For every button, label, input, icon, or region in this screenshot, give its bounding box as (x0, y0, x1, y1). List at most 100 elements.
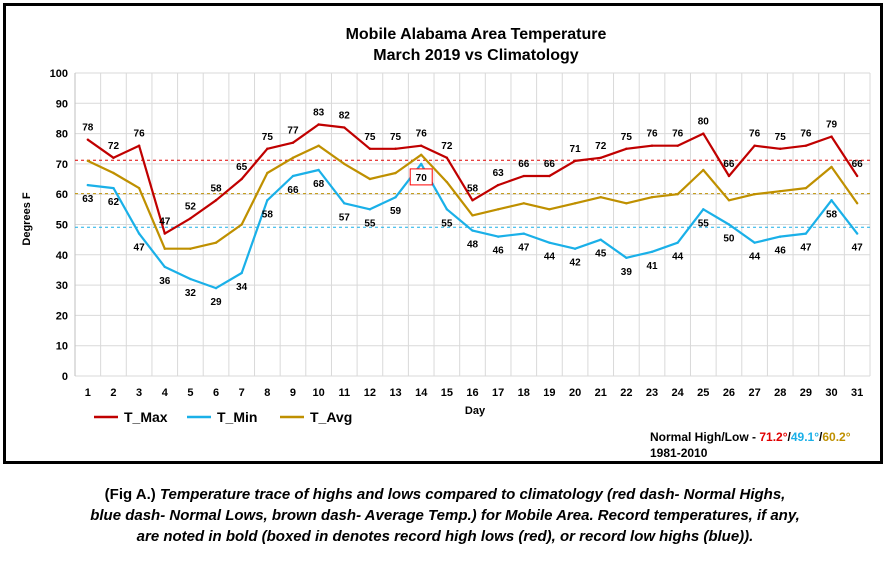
normal-avg-value: 60.2° (822, 430, 850, 444)
data-point (112, 171, 115, 175)
data-label: 42 (570, 258, 582, 269)
data-point (650, 196, 654, 199)
data-point (445, 180, 449, 184)
y-axis-title: Degrees F (21, 192, 33, 245)
data-point (676, 193, 679, 196)
x-tick-label: 18 (518, 387, 530, 399)
data-label: 66 (518, 159, 530, 170)
series-layer (86, 123, 859, 290)
data-label: 63 (493, 168, 505, 179)
x-tick-label: 4 (162, 387, 169, 399)
data-point (855, 202, 859, 205)
figure-caption: (Fig A.) Temperature trace of highs and … (90, 484, 800, 547)
x-tick-label: 8 (264, 387, 270, 399)
data-point (753, 193, 756, 196)
legend-label: T_Min (217, 409, 257, 425)
chart-title: Mobile Alabama Area Temperature (346, 26, 607, 43)
data-point (266, 147, 269, 150)
record-box (409, 168, 433, 186)
data-point (522, 174, 525, 178)
legend-label: T_Avg (310, 409, 352, 425)
x-tick-label: 31 (851, 387, 863, 399)
data-point (471, 199, 474, 202)
y-tick-label: 50 (56, 220, 68, 232)
data-point (727, 174, 731, 178)
data-label: 29 (210, 297, 222, 308)
data-point (394, 147, 397, 150)
data-point (420, 162, 423, 166)
data-point (317, 168, 320, 172)
caption-lead: (Fig A.) (104, 486, 156, 503)
data-label: 55 (364, 218, 376, 229)
x-tick-label: 1 (85, 387, 91, 399)
data-point (650, 144, 654, 147)
data-label: 45 (595, 249, 607, 260)
data-point (137, 232, 141, 235)
data-point (471, 229, 474, 232)
data-point (727, 223, 731, 226)
data-point (650, 250, 654, 253)
data-point (214, 241, 218, 244)
data-label: 66 (287, 185, 299, 196)
normals-sep2: / (819, 430, 823, 444)
data-label: 41 (646, 261, 658, 272)
data-label: 76 (672, 129, 684, 140)
data-label: 47 (159, 217, 171, 228)
x-tick-label: 15 (441, 387, 453, 399)
data-point (779, 189, 782, 193)
data-label: 57 (339, 212, 351, 223)
data-label: 32 (185, 288, 197, 299)
x-tick-label: 17 (492, 387, 504, 399)
data-point (625, 147, 628, 150)
data-label: 47 (134, 243, 146, 254)
data-point (240, 177, 243, 181)
x-tick-label: 3 (136, 387, 142, 399)
data-label: 59 (390, 206, 402, 217)
data-point (599, 238, 602, 241)
x-tick-label: 28 (774, 387, 786, 399)
data-point (368, 147, 372, 150)
x-tick-label: 20 (569, 387, 581, 399)
data-point (445, 156, 449, 160)
data-point (804, 232, 808, 235)
data-point (163, 265, 166, 269)
data-point (368, 208, 372, 211)
y-tick-label: 70 (56, 159, 68, 171)
y-tick-label: 60 (56, 189, 68, 201)
data-point (343, 126, 346, 129)
x-tick-label: 23 (646, 387, 658, 399)
data-point (522, 202, 525, 205)
x-tick-label: 19 (543, 387, 555, 399)
data-point (753, 241, 756, 244)
y-tick-label: 0 (62, 371, 68, 383)
x-tick-label: 14 (415, 387, 428, 399)
data-label: 34 (236, 282, 248, 293)
data-label: 55 (698, 218, 710, 229)
data-point (420, 153, 423, 157)
data-point (599, 156, 602, 160)
data-point (702, 208, 705, 211)
x-tick-label: 7 (239, 387, 245, 399)
data-point (702, 168, 705, 172)
data-label: 65 (236, 162, 248, 173)
y-tick-label: 30 (56, 280, 68, 292)
data-label: 76 (134, 129, 146, 140)
x-tick-label: 10 (313, 387, 325, 399)
data-label: 66 (544, 159, 556, 170)
x-tick-label: 12 (364, 387, 376, 399)
data-point (163, 247, 166, 250)
data-label: 76 (646, 129, 658, 140)
y-tick-label: 40 (56, 250, 68, 262)
y-tick-label: 90 (56, 98, 68, 110)
data-label: 76 (749, 129, 761, 140)
data-label: 52 (185, 201, 197, 212)
data-label: 58 (826, 209, 838, 220)
x-axis-title: Day (465, 405, 486, 417)
data-label: 44 (749, 252, 761, 263)
reference-lines (75, 159, 870, 228)
data-label: 39 (621, 267, 633, 278)
chart-canvas: Mobile Alabama Area Temperature March 20… (21, 26, 871, 460)
data-label: 77 (287, 126, 299, 137)
data-label: 58 (467, 183, 479, 194)
x-tick-label: 25 (697, 387, 709, 399)
